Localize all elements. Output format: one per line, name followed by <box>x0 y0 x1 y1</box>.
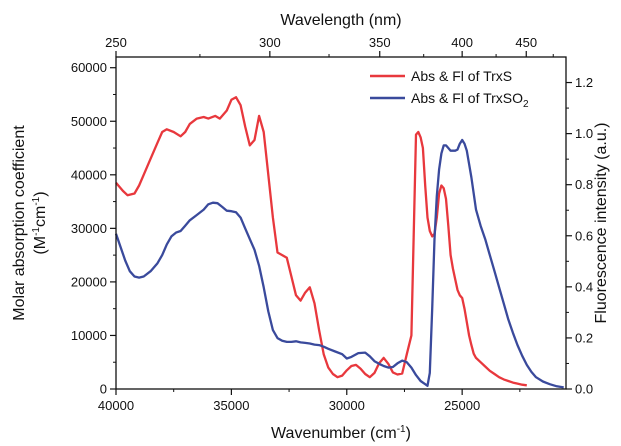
x-bottom-tick-label: 35000 <box>213 398 249 413</box>
x-top-axis-title: Wavelength (nm) <box>280 12 401 29</box>
y-left-tick-label: 30000 <box>71 221 107 236</box>
y-right-axis-title: Fluorescence intensity (a.u.) <box>593 123 610 324</box>
y-right-tick-label: 0.0 <box>575 382 593 397</box>
y-left-tick-label: 40000 <box>71 167 107 182</box>
y-right-tick-label: 1.2 <box>575 75 593 90</box>
y-left-tick-label: 0 <box>100 382 107 397</box>
plot-series <box>114 96 564 389</box>
y-left-axis-title-line1: Molar absorption coefficient <box>11 125 28 321</box>
ticks-layer: 40000 35000 30000 25000 250 300 350 400 450 0 1000… <box>71 35 593 413</box>
x-bottom-tick-label: 30000 <box>329 398 365 413</box>
x-bottom-axis-title-end: ) <box>406 425 411 442</box>
legend-label-trxs: Abs & Fl of TrxS <box>411 68 512 84</box>
y-left-title-part-open: (M <box>32 236 49 255</box>
y-left-title-part-sup1: -1 <box>31 227 42 236</box>
legend: Abs & Fl of TrxS Abs & Fl of TrxSO2 <box>370 68 529 110</box>
y-left-tick-label: 10000 <box>71 328 107 343</box>
y-right-tick-label: 0.4 <box>575 279 593 294</box>
series-line-0 <box>115 96 527 387</box>
x-top-tick-label: 450 <box>515 35 537 50</box>
series-line-1 <box>114 138 564 389</box>
y-left-tick-label: 50000 <box>71 114 107 129</box>
x-bottom-axis-title-main: Wavenumber (cm <box>271 425 397 442</box>
y-left-axis-title-line2: (M-1cm-1) <box>31 191 49 254</box>
y-right-tick-label: 0.2 <box>575 330 593 345</box>
y-right-tick-label: 0.6 <box>575 228 593 243</box>
y-left-tick-label: 20000 <box>71 274 107 289</box>
legend-label-trxso2-main: Abs & Fl of TrxSO <box>411 90 523 106</box>
y-right-tick-label: 0.8 <box>575 177 593 192</box>
y-left-title-part-close: ) <box>32 191 49 196</box>
x-top-tick-label: 250 <box>105 35 127 50</box>
x-bottom-axis-title-sup: -1 <box>397 424 406 435</box>
y-left-title-part-cm: cm <box>32 206 49 227</box>
legend-label-trxso2-sub: 2 <box>523 99 529 110</box>
x-top-tick-label: 350 <box>369 35 391 50</box>
y-left-tick-label: 60000 <box>71 60 107 75</box>
x-bottom-tick-label: 25000 <box>444 398 480 413</box>
x-bottom-tick-label: 40000 <box>98 398 134 413</box>
plot-frame <box>115 56 567 390</box>
x-top-tick-label: 400 <box>451 35 473 50</box>
legend-label-trxso2: Abs & Fl of TrxSO2 <box>411 90 529 110</box>
y-right-tick-label: 1.0 <box>575 126 593 141</box>
y-left-title-part-sup2: -1 <box>31 196 42 205</box>
x-top-tick-label: 300 <box>259 35 281 50</box>
x-bottom-axis-title: Wavenumber (cm-1) <box>271 424 411 442</box>
